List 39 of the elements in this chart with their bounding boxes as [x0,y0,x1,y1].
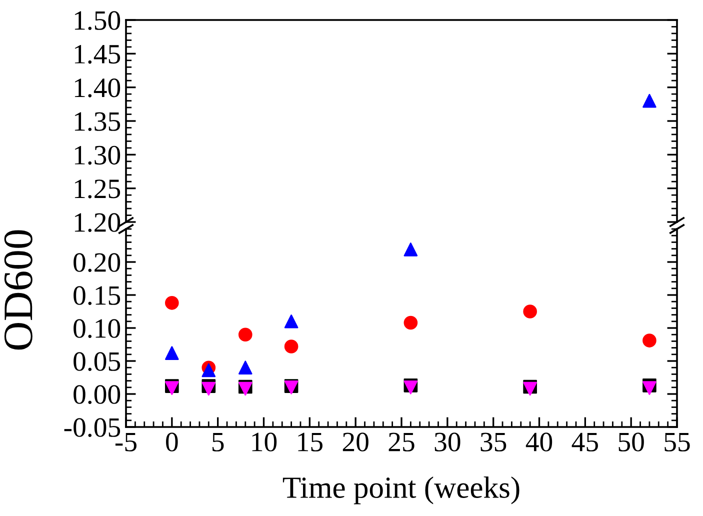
y-tick-label: 0.20 [74,253,120,272]
y-tick-label: 0.00 [74,385,120,404]
x-tick-label: 20 [342,432,368,452]
point [202,382,216,396]
y-tick-label: 1.50 [74,11,120,30]
point [284,314,298,328]
y-tick-label: 0.10 [74,319,120,338]
point [404,316,418,330]
point [238,360,252,375]
point [165,296,179,310]
point [238,328,252,342]
y-tick-label: 1.35 [74,112,120,132]
x-tick-label: 10 [252,432,277,452]
x-axis-title: Time point (weeks) [282,476,520,504]
x-tick-label: 15 [298,432,322,452]
y-tick-label: 1.45 [74,44,120,64]
y-axis-title: OD600 [4,230,32,350]
y-tick-label: 1.20 [74,213,120,232]
y-tick-label: 1.30 [74,146,120,165]
x-tick-label: 40 [526,432,552,452]
y-tick-label: 0.05 [74,352,120,372]
point [523,304,537,318]
x-tick-label: 30 [434,432,460,452]
x-tick-label: 0 [166,432,178,452]
point [642,334,656,348]
point [284,340,298,354]
x-tick-label: 25 [388,432,414,452]
point [165,346,179,360]
x-tick-label: 55 [664,432,690,452]
y-tick-label: 1.40 [74,78,120,98]
y-tick-label: 0.15 [74,286,120,306]
x-tick-label: 45 [572,432,598,452]
y-tick-label: 1.25 [74,180,120,198]
point [642,381,656,395]
x-tick-label: 5 [212,432,224,452]
point [404,242,418,256]
point [202,363,216,378]
x-tick-label: 50 [618,432,644,452]
x-tick-label: 35 [480,432,506,452]
